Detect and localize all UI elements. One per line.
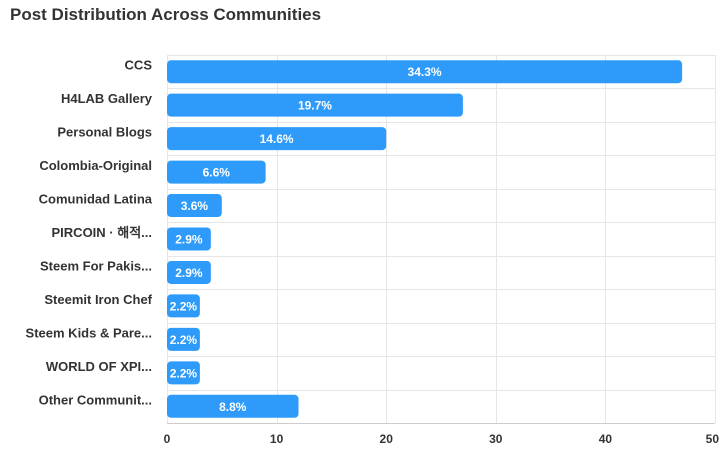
data-label: 14.6% <box>260 132 294 146</box>
data-label: 2.9% <box>175 233 203 247</box>
category-label: Comunidad Latina <box>39 192 153 207</box>
bar[interactable] <box>167 394 299 418</box>
data-label: 19.7% <box>298 99 332 113</box>
bar[interactable] <box>167 60 683 84</box>
category-label: Steemit Iron Chef <box>44 292 152 307</box>
bar[interactable] <box>167 194 222 218</box>
data-label: 2.2% <box>170 333 198 347</box>
category-labels: CCS H4LAB Gallery Personal Blogs Colombia-O… <box>26 58 153 408</box>
category-label: PIRCOIN · 해적... <box>52 225 152 240</box>
category-label: Other Communit... <box>39 392 152 407</box>
bar[interactable] <box>167 361 200 385</box>
category-label: Colombia-Original <box>39 158 152 173</box>
chart-title: Post Distribution Across Communities <box>10 5 322 24</box>
x-tick-label: 40 <box>599 432 613 446</box>
bar[interactable] <box>167 260 211 284</box>
category-label: CCS <box>125 58 153 73</box>
category-label: Personal Blogs <box>57 125 152 140</box>
data-label: 8.8% <box>219 400 247 414</box>
bar[interactable] <box>167 127 387 151</box>
bar[interactable] <box>167 294 200 318</box>
data-label: 3.6% <box>181 199 209 213</box>
data-label: 2.2% <box>170 299 198 313</box>
category-label: H4LAB Gallery <box>61 91 153 106</box>
x-tick-label: 0 <box>164 432 171 446</box>
category-label: Steem For Pakis... <box>40 258 152 273</box>
category-label: WORLD OF XPI... <box>46 359 152 374</box>
data-label: 6.6% <box>203 166 231 180</box>
data-label: 2.9% <box>175 266 203 280</box>
bar[interactable] <box>167 160 266 184</box>
x-tick-label: 20 <box>380 432 394 446</box>
x-tick-label: 30 <box>489 432 503 446</box>
data-label: 2.2% <box>170 366 198 380</box>
x-tick-label: 50 <box>706 432 720 446</box>
data-label: 34.3% <box>408 65 442 79</box>
bar[interactable] <box>167 327 200 351</box>
bar[interactable] <box>167 93 463 117</box>
bar[interactable] <box>167 227 211 251</box>
x-tick-label: 10 <box>270 432 284 446</box>
bars: 34.3% 19.7% 14.6% 6.6% 3.6% 2.9% 2.9% 2.2% 2.2% 2… <box>167 60 683 418</box>
category-label: Steem Kids & Pare... <box>26 325 152 340</box>
x-axis: 0 10 20 30 40 50 <box>164 423 720 446</box>
